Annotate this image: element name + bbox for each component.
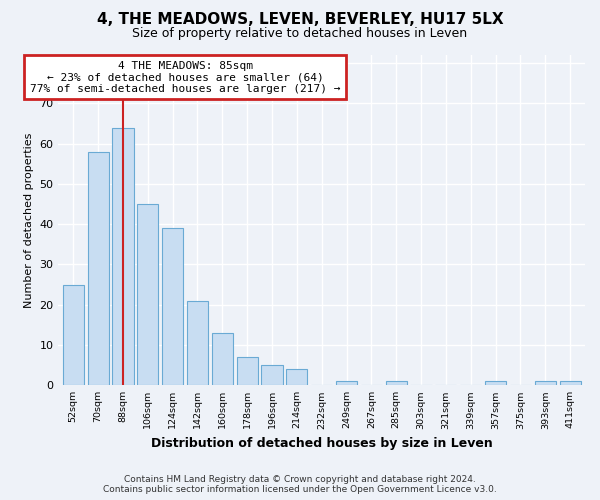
Bar [63, 284, 84, 386]
Bar [212, 333, 233, 386]
Text: Contains HM Land Registry data © Crown copyright and database right 2024.
Contai: Contains HM Land Registry data © Crown c… [103, 474, 497, 494]
Text: 4 THE MEADOWS: 85sqm
← 23% of detached houses are smaller (64)
77% of semi-detac: 4 THE MEADOWS: 85sqm ← 23% of detached h… [30, 60, 340, 94]
Bar [286, 369, 307, 386]
Bar [162, 228, 183, 386]
Bar [88, 152, 109, 386]
Bar [187, 300, 208, 386]
Bar [137, 204, 158, 386]
Bar [112, 128, 134, 386]
Bar [386, 382, 407, 386]
Text: 4, THE MEADOWS, LEVEN, BEVERLEY, HU17 5LX: 4, THE MEADOWS, LEVEN, BEVERLEY, HU17 5L… [97, 12, 503, 28]
Bar [336, 382, 357, 386]
Bar [485, 382, 506, 386]
Text: Size of property relative to detached houses in Leven: Size of property relative to detached ho… [133, 28, 467, 40]
X-axis label: Distribution of detached houses by size in Leven: Distribution of detached houses by size … [151, 437, 493, 450]
Bar [560, 382, 581, 386]
Y-axis label: Number of detached properties: Number of detached properties [24, 132, 34, 308]
Bar [236, 357, 258, 386]
Bar [262, 365, 283, 386]
Bar [535, 382, 556, 386]
